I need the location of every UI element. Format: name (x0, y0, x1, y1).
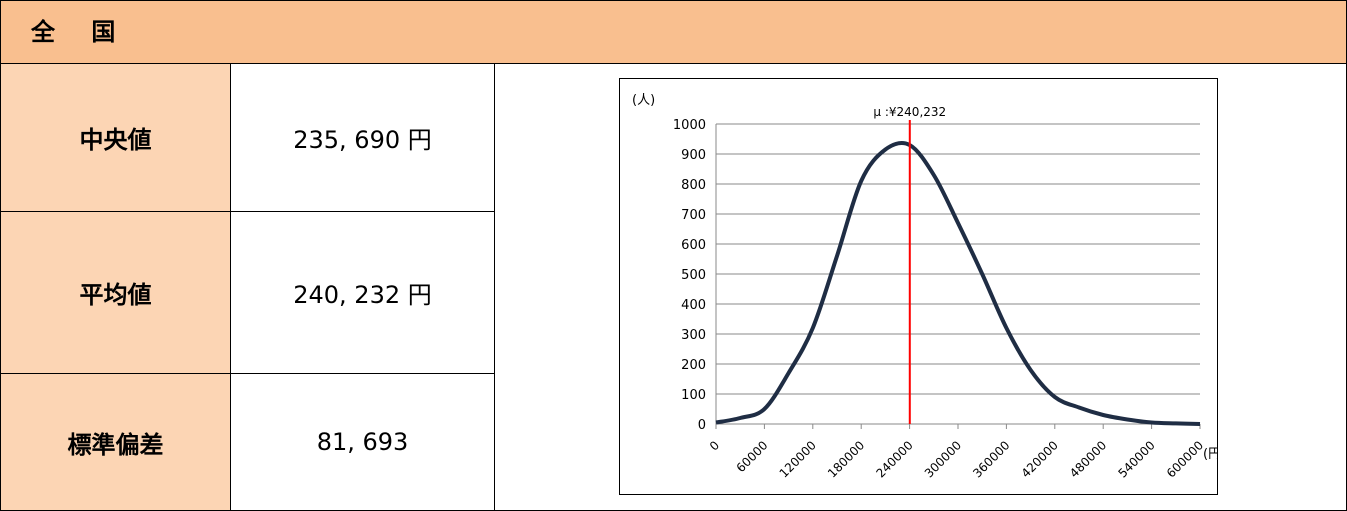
x-tick-label: 600000 (1164, 438, 1206, 480)
y-tick-label: 0 (698, 418, 706, 433)
x-tick-label: 60000 (734, 438, 771, 475)
row-value-mean: 240, 232 円 (231, 212, 495, 374)
x-tick-label: 540000 (1115, 438, 1157, 480)
header-title: 全 国 (31, 18, 130, 46)
chart-cell: 0 100 200 300 400 500 600 700 800 900 1000 0 60000 12… (495, 64, 1346, 510)
y-tick-label: 400 (681, 298, 706, 313)
y-tick-label: 500 (681, 268, 706, 283)
row-value-stddev: 81, 693 (231, 374, 495, 510)
y-tick-label: 800 (681, 178, 706, 193)
x-tick-label: 480000 (1067, 438, 1109, 480)
x-axis-unit-label: (円) (1203, 447, 1217, 462)
x-tick-label: 300000 (922, 438, 964, 480)
y-axis-unit-label: (人) (632, 93, 655, 108)
row-label-stddev: 標準偏差 (1, 374, 231, 510)
table-header: 全 国 (1, 1, 1346, 64)
y-tick-label: 300 (681, 328, 706, 343)
y-tick-label: 900 (681, 148, 706, 163)
distribution-curve (715, 140, 1201, 426)
row-label-mean: 平均値 (1, 212, 231, 374)
x-tick-label: 0 (707, 438, 722, 453)
y-tick-label: 100 (681, 388, 706, 403)
x-tick-label: 360000 (970, 438, 1012, 480)
y-tick-label: 200 (681, 358, 706, 373)
row-value-median: 235, 690 円 (231, 64, 495, 212)
mean-label: μ :¥240,232 (873, 105, 946, 119)
y-tick-label: 1000 (673, 118, 706, 133)
x-tick-label: 420000 (1019, 438, 1061, 480)
y-tick-label: 600 (681, 238, 706, 253)
y-tick-label: 700 (681, 208, 706, 223)
row-label-median: 中央値 (1, 64, 231, 212)
chart-frame: 0 100 200 300 400 500 600 700 800 900 1000 0 60000 12… (619, 78, 1226, 495)
x-tick-label: 240000 (873, 438, 915, 480)
x-tick-label: 180000 (825, 438, 867, 480)
distribution-chart: 0 100 200 300 400 500 600 700 800 900 1000 0 60000 12… (632, 93, 1226, 481)
x-tick-label: 120000 (777, 438, 819, 480)
